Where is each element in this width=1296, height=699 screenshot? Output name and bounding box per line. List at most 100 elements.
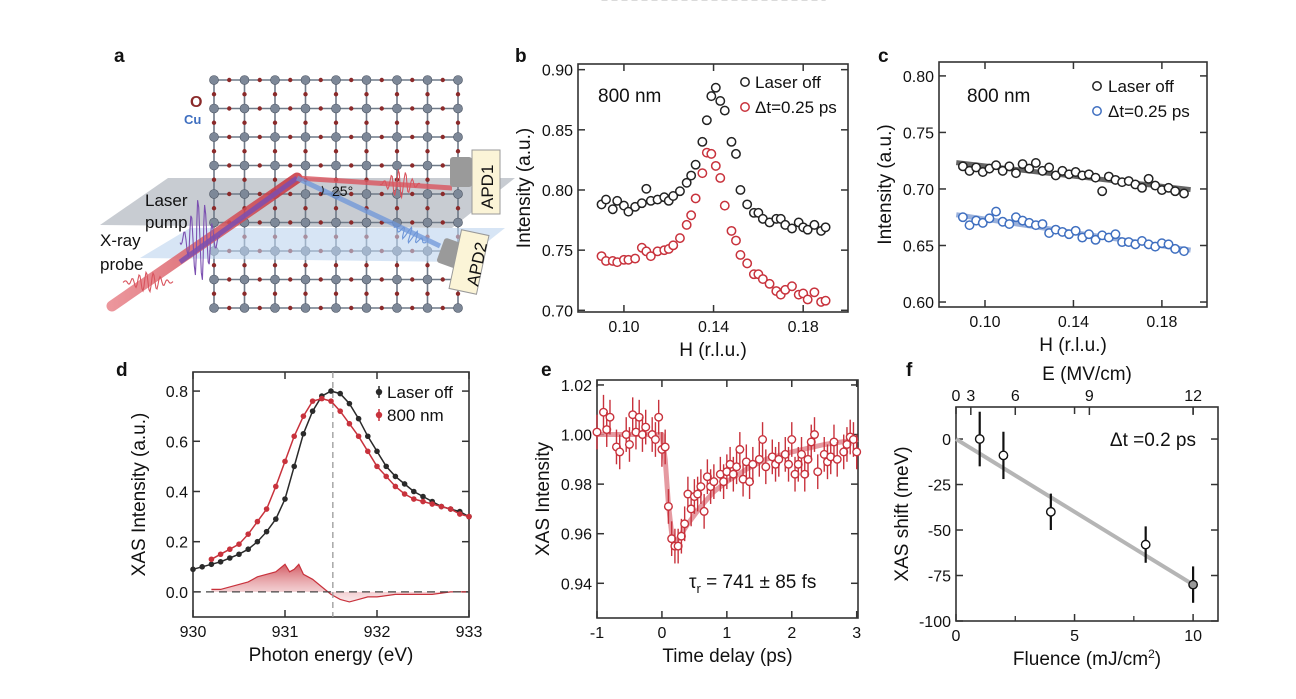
laser-pump-beam bbox=[178, 175, 299, 265]
oxygen-atom bbox=[288, 191, 293, 197]
oxygen-atom bbox=[394, 291, 400, 296]
data-point bbox=[690, 159, 701, 170]
copper-atom bbox=[270, 132, 280, 142]
copper-atom bbox=[300, 160, 311, 171]
data-point bbox=[654, 412, 664, 422]
data-point bbox=[810, 430, 820, 440]
copper-atom bbox=[392, 103, 402, 114]
data-point bbox=[1011, 168, 1021, 179]
legend-label: 800 nm bbox=[387, 406, 444, 425]
oxygen-atom bbox=[211, 120, 217, 125]
oxygen-atom bbox=[425, 291, 430, 296]
oxygen-atom bbox=[303, 206, 308, 211]
oxygen-atom bbox=[425, 149, 430, 154]
copper-atom bbox=[392, 303, 402, 313]
data-point bbox=[447, 506, 454, 512]
oxygen-atom bbox=[257, 220, 262, 225]
data-point bbox=[998, 450, 1009, 461]
oxygen-atom bbox=[379, 134, 384, 140]
top-x-tick-label: 6 bbox=[1011, 388, 1020, 405]
xray-probe-label-1: X-ray bbox=[100, 231, 141, 250]
oxygen-atom bbox=[349, 77, 354, 83]
copper-atom bbox=[361, 132, 372, 142]
oxygen-atom bbox=[425, 92, 430, 97]
data-point bbox=[681, 177, 692, 188]
oxygen-atom bbox=[364, 263, 369, 268]
copper-atom bbox=[422, 132, 433, 142]
panel-e-plot: -1 0 1 2 3 0.94 0.96 0.98 1.00 1.02 Time delay (ps… bbox=[533, 378, 861, 667]
xray-pulse-wave bbox=[122, 270, 174, 294]
x-axis-label-end: ) bbox=[1155, 649, 1161, 670]
oxygen-atom bbox=[272, 263, 278, 268]
data-point bbox=[774, 454, 784, 464]
data-point bbox=[710, 82, 721, 93]
data-point bbox=[758, 435, 768, 445]
y-tick-label: 0.0 bbox=[166, 585, 188, 602]
oxygen-atom bbox=[410, 134, 415, 140]
oxygen-atom bbox=[318, 106, 323, 111]
data-point bbox=[300, 430, 307, 437]
copper-atom bbox=[453, 217, 463, 228]
plot-frame bbox=[192, 371, 470, 618]
data-point bbox=[1037, 219, 1048, 229]
data-point bbox=[227, 555, 233, 561]
data-point bbox=[1030, 158, 1041, 168]
oxygen-atom bbox=[288, 134, 293, 140]
oxygen-atom bbox=[349, 220, 354, 225]
y-tick-label: 0.65 bbox=[903, 238, 934, 255]
data-point bbox=[802, 294, 813, 305]
data-point bbox=[273, 516, 279, 522]
data-point bbox=[411, 488, 417, 495]
copper-atom bbox=[331, 103, 341, 114]
oxygen-atom bbox=[425, 206, 430, 211]
x-tick-label: 0.14 bbox=[698, 319, 729, 336]
legend-marker bbox=[375, 411, 383, 419]
copper-atom bbox=[300, 103, 311, 114]
tau-symbol: τ bbox=[689, 572, 697, 593]
data-point bbox=[374, 448, 380, 455]
oxygen-atom bbox=[288, 77, 293, 83]
panel-label-d: d bbox=[116, 360, 128, 381]
panel-label-f: f bbox=[906, 360, 913, 381]
oxygen-atom bbox=[333, 149, 339, 154]
copper-atom bbox=[331, 217, 341, 228]
copper-atom bbox=[300, 303, 311, 313]
legend-label: Δt=0.25 ps bbox=[755, 98, 837, 117]
data-point bbox=[291, 433, 298, 440]
x-axis-label: H (r.l.u.) bbox=[1039, 335, 1107, 356]
oxygen-atom bbox=[410, 106, 415, 111]
copper-atom bbox=[270, 103, 280, 114]
experiment-schematic: O Cu Laser pump X-ray probe 25° APD1 APD… bbox=[100, 75, 515, 313]
data-point bbox=[761, 462, 771, 472]
oxygen-atom bbox=[211, 206, 217, 211]
data-point bbox=[697, 136, 708, 147]
time-constant-annotation: τr = 741 ± 85 fs bbox=[689, 572, 816, 596]
copper-atom bbox=[209, 274, 219, 285]
oxygen-atom bbox=[272, 291, 278, 296]
oxygen-atom bbox=[379, 191, 384, 197]
data-point bbox=[726, 225, 737, 236]
y-axis-label: XAS Intensity (a.u.) bbox=[129, 413, 150, 577]
copper-atom bbox=[300, 132, 311, 142]
data-point bbox=[630, 253, 641, 264]
copper-atom bbox=[209, 132, 219, 142]
y-tick-label: 0.2 bbox=[166, 535, 188, 552]
data-point bbox=[735, 444, 745, 454]
data-point bbox=[365, 433, 371, 440]
scattered-beam-apd1 bbox=[296, 175, 453, 191]
y-tick-label: 0.4 bbox=[166, 484, 188, 501]
copper-atom bbox=[300, 75, 311, 85]
oxygen-atom bbox=[288, 277, 293, 282]
oxygen-atom bbox=[410, 305, 415, 311]
oxygen-atom bbox=[227, 77, 232, 83]
x-axis-label: Photon energy (eV) bbox=[249, 645, 414, 666]
data-point bbox=[217, 558, 224, 565]
data-point bbox=[392, 483, 399, 490]
oxygen-atom bbox=[303, 120, 308, 125]
data-point bbox=[742, 258, 753, 269]
data-point bbox=[697, 168, 708, 179]
legend-label: Laser off bbox=[1108, 77, 1174, 96]
apd2-detector: APD2 bbox=[437, 229, 491, 295]
oxygen-atom bbox=[303, 92, 308, 97]
